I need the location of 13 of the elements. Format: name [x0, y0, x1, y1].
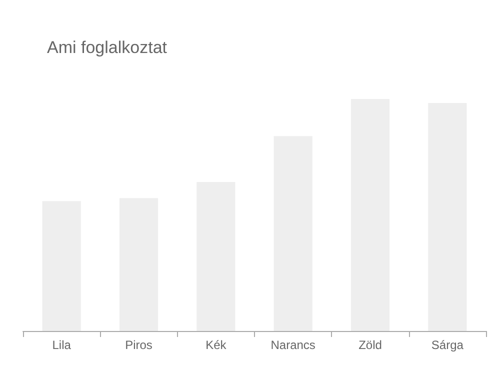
x-tick-label: Kék	[206, 338, 228, 352]
x-tick-label: Lila	[52, 338, 72, 352]
x-tick-label: Sárga	[431, 338, 464, 352]
chart-title: Ami foglalkoztat	[47, 38, 168, 57]
bar	[119, 198, 158, 331]
x-tick-label: Zöld	[358, 338, 382, 352]
bar	[428, 102, 467, 331]
bar	[274, 136, 312, 331]
bar	[350, 99, 390, 331]
bar	[42, 201, 81, 331]
x-tick-label: Narancs	[270, 338, 316, 352]
x-tick-label: Piros	[125, 338, 152, 352]
bar	[196, 182, 236, 331]
